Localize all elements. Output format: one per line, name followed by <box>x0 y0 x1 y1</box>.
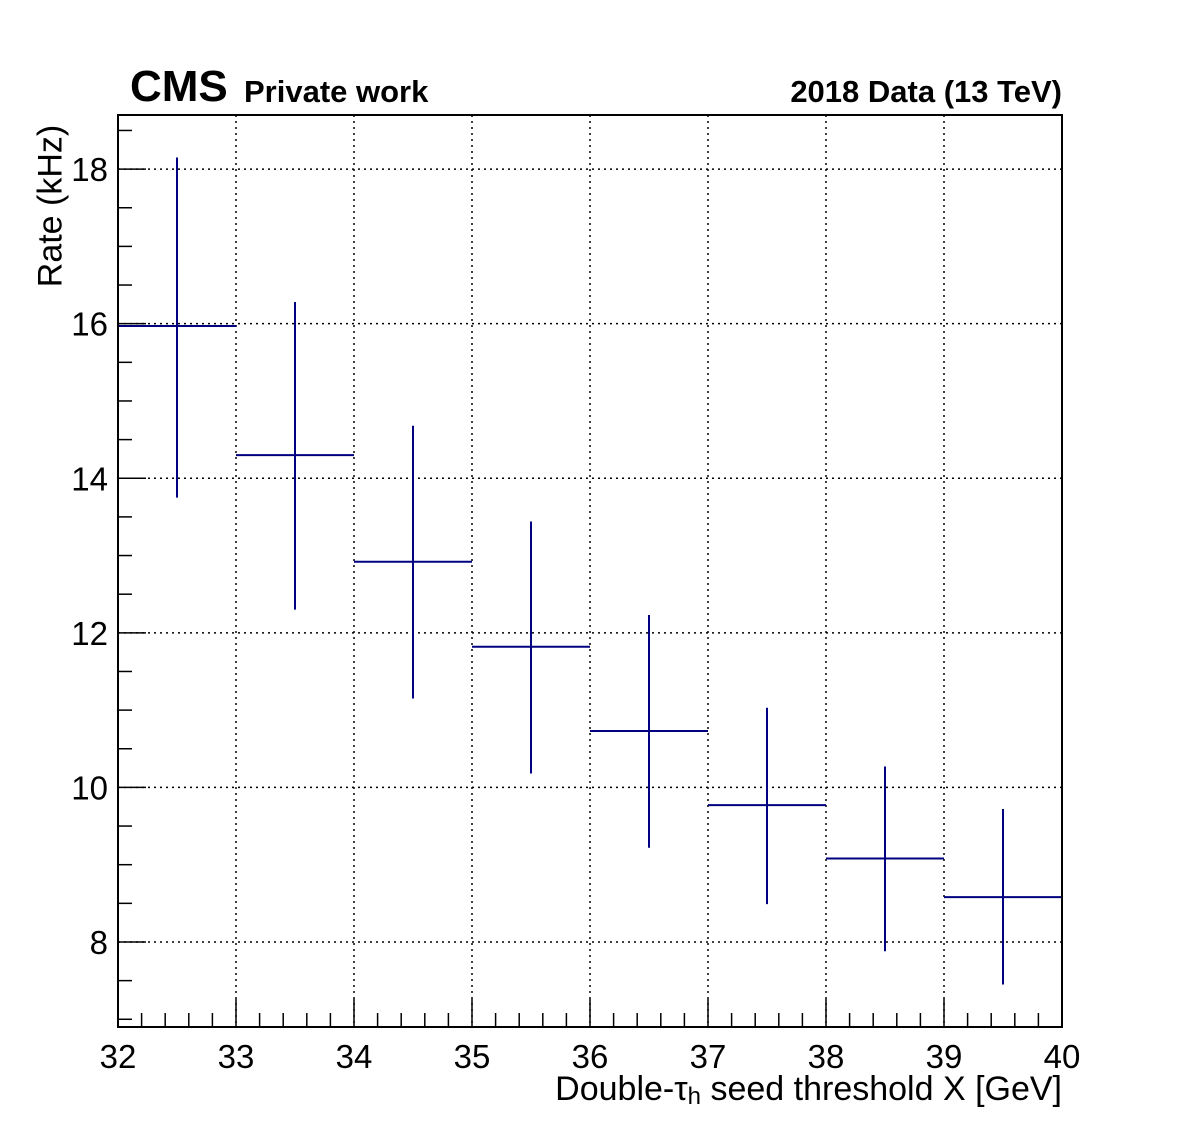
tick-labels: 32 33 34 35 36 37 38 39 40 8 10 12 14 16 18 <box>71 151 1080 1075</box>
x-tick-label: 32 <box>100 1038 137 1075</box>
y-axis-label: Rate (kHz) <box>31 124 70 288</box>
data-point <box>826 766 944 952</box>
y-tick-label: 12 <box>71 615 108 652</box>
x-tick-label: 36 <box>572 1038 609 1075</box>
data-point <box>236 302 354 610</box>
status-label: Private work <box>244 74 429 109</box>
x-tick-label: 33 <box>218 1038 255 1075</box>
grid-lines <box>118 115 1062 1027</box>
y-tick-label: 16 <box>71 306 108 343</box>
data-point <box>590 615 708 848</box>
axis-ticks <box>117 129 1063 1027</box>
x-axis-label: Double-τh seed threshold X [GeV] <box>555 1070 1062 1110</box>
y-tick-label: 8 <box>90 924 108 961</box>
y-tick-label: 10 <box>71 769 108 806</box>
data-points <box>118 157 1062 985</box>
data-point <box>944 809 1062 985</box>
x-tick-label: 39 <box>926 1038 963 1075</box>
data-point <box>118 157 236 498</box>
x-tick-label: 34 <box>336 1038 373 1075</box>
x-tick-label: 40 <box>1044 1038 1081 1075</box>
y-tick-label: 14 <box>71 460 108 497</box>
data-point <box>354 425 472 699</box>
run-label: 2018 Data (13 TeV) <box>790 74 1062 109</box>
plot-frame <box>117 114 1063 1028</box>
experiment-label: CMS <box>130 62 228 111</box>
x-tick-label: 38 <box>808 1038 845 1075</box>
y-tick-label: 18 <box>71 151 108 188</box>
data-point <box>472 521 590 774</box>
x-tick-label: 35 <box>454 1038 491 1075</box>
x-tick-label: 37 <box>690 1038 727 1075</box>
data-point <box>708 707 826 905</box>
